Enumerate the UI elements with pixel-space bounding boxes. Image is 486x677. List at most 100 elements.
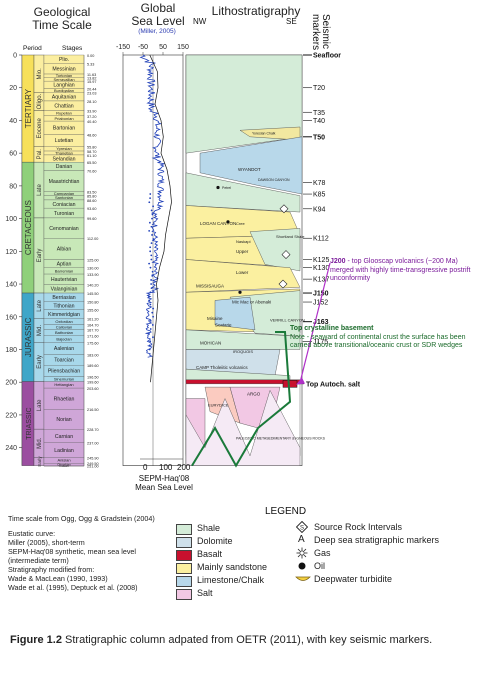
- stage-age: 183.00: [87, 353, 99, 357]
- miller-point: [151, 234, 153, 236]
- svg-text:S: S: [300, 525, 304, 531]
- era-label: TRIASSIC: [26, 407, 33, 439]
- gas-star-icon: [296, 547, 308, 559]
- stage-age: 216.50: [87, 408, 99, 412]
- litho-label: DAWSON CANYON: [258, 178, 290, 182]
- age-label: 100: [5, 216, 17, 223]
- miller-point: [149, 266, 152, 269]
- j200-title: J200: [330, 258, 346, 265]
- stage-label: Bartonian: [53, 126, 75, 132]
- litho-label: MISSISAUGA: [196, 283, 224, 288]
- miller-point: [148, 201, 151, 204]
- sea-top-tick-label: -150: [116, 44, 130, 51]
- period-column: TERTIARY CRETACEOUS JURASSIC TRIASSIC Mio. Ol…: [21, 54, 45, 467]
- miller-point: [148, 332, 150, 335]
- miller-point: [149, 197, 152, 200]
- abenaki-limestone: [214, 296, 256, 331]
- stage-age: 133.90: [87, 273, 99, 277]
- age-axis: 0 20 40 60 80 100 120 140 160 180 200 220 240: [5, 53, 23, 466]
- stage-age: 140.20: [87, 283, 99, 287]
- marker-label: T20: [313, 85, 325, 92]
- stratigraphic-column: 0 20 40 60 80 100 120 140 160 180 200 220 240 TERTIA…: [5, 44, 361, 469]
- source-notes: Time scale from Ogg, Ogg & Gradstein (20…: [8, 514, 208, 592]
- litho-label: EURYDICE: [208, 403, 229, 408]
- age-label: 240: [5, 445, 17, 452]
- sea-level-panel: -150 -50 50 150: [116, 44, 189, 466]
- stage-label: Priabonian: [54, 116, 73, 121]
- marker-label: Seafloor: [313, 53, 341, 60]
- legend-dolomite: Dolomite: [197, 536, 233, 546]
- stage-label: Bajocian: [56, 336, 71, 341]
- stages-column: Plio. 0.00 Messinian 5.33 Tortonian 11.63 Serr…: [43, 54, 99, 469]
- litho-panel: Yoresian Chalk WYANDOT DAWSON CANYON Petrel…: [185, 54, 326, 466]
- miller-curve: [139, 54, 165, 358]
- basement-title: Top crystalline basement: [290, 325, 374, 332]
- legend-turbidite: Deepwater turbidite: [314, 574, 393, 584]
- basement-arrow: [191, 331, 292, 468]
- litho-label: Yoresian Chalk: [252, 132, 276, 136]
- stage-label: Aptian: [57, 261, 72, 267]
- marker-label: K94: [313, 206, 326, 213]
- stage-age: 196.50: [87, 375, 99, 379]
- stage-label: Callovian: [56, 324, 72, 329]
- basalt-swatch: [176, 550, 192, 561]
- stage-label: Rupelian: [56, 111, 72, 116]
- stage-label: Selandian: [52, 156, 75, 162]
- source-rock-symbol: [281, 250, 291, 260]
- stage-label: Turonian: [54, 211, 74, 217]
- stage-label: Maastrichtian: [49, 179, 80, 185]
- stage-label: Aalenian: [54, 346, 74, 352]
- haq-curve: [149, 54, 172, 383]
- j200-text: - top Glooscap volcanics (~200 Ma) merge…: [330, 258, 471, 282]
- litho-label: Misaine: [207, 316, 223, 321]
- basement-text: Note - seaward of continental crust the …: [290, 333, 466, 350]
- stage-age: 171.60: [87, 335, 99, 339]
- age-label: 220: [5, 412, 17, 419]
- stage-label: Berriasian: [52, 295, 75, 301]
- miller-point: [151, 217, 153, 220]
- age-label: 0: [13, 53, 17, 60]
- stage-age: 0.00: [87, 54, 94, 58]
- stage-age: 112.00: [87, 237, 98, 241]
- sepm-tick-200: 200: [177, 463, 191, 472]
- figure-number: Figure 1.2: [10, 634, 62, 646]
- stage-age: 61.10: [87, 154, 97, 158]
- mohican-shale: [185, 329, 301, 350]
- stage-age: 164.70: [87, 323, 99, 327]
- stage-label: Hettangian: [54, 382, 73, 387]
- era-label: JURASSIC: [24, 317, 33, 357]
- oil-dot-icon: [298, 562, 306, 570]
- miller-point: [148, 348, 151, 351]
- miller-point: [149, 291, 152, 294]
- miller-point: [148, 299, 151, 302]
- source-rock-symbol: [278, 279, 288, 289]
- stage-label: Coniacian: [52, 202, 75, 208]
- marker-label: Top Autoch. salt: [306, 381, 361, 388]
- litho-label: CAMP Tholeiitic volcanics: [196, 365, 248, 370]
- miller-point: [152, 315, 155, 318]
- stage-label: Chattian: [54, 104, 73, 110]
- note-line: Miller (2005), short-term: [8, 538, 85, 547]
- stage-age: 130.00: [87, 267, 99, 271]
- letter-a-icon: A: [298, 534, 305, 545]
- oil-symbol: [226, 220, 230, 224]
- dolomite-swatch: [176, 537, 192, 548]
- litho-label: MOHICAN: [200, 341, 221, 346]
- miller-point: [149, 246, 152, 249]
- stage-label: Norian: [56, 417, 71, 423]
- figure-caption-text: Stratigraphic column adpated from OETR (…: [61, 634, 433, 646]
- legend-title: LEGEND: [265, 506, 307, 517]
- figure-caption: Figure 1.2 Stratigraphic column adpated …: [10, 634, 480, 646]
- epoch-label: Mid.: [37, 437, 43, 449]
- marker-label: K78: [313, 180, 326, 187]
- epoch-label: Mid.: [37, 325, 43, 337]
- stage-age: 11.63: [87, 73, 96, 77]
- stage-label: Carnian: [55, 434, 73, 440]
- legend-shale: Shale: [197, 523, 221, 533]
- legend-salt: Salt: [197, 588, 213, 598]
- epoch-label: Early: [37, 355, 43, 369]
- sea-top-tick-label: 50: [159, 44, 167, 51]
- stage-age: 55.80: [87, 145, 97, 149]
- stage-label: Tithonian: [53, 303, 74, 309]
- litho-label: Lower: [236, 270, 249, 275]
